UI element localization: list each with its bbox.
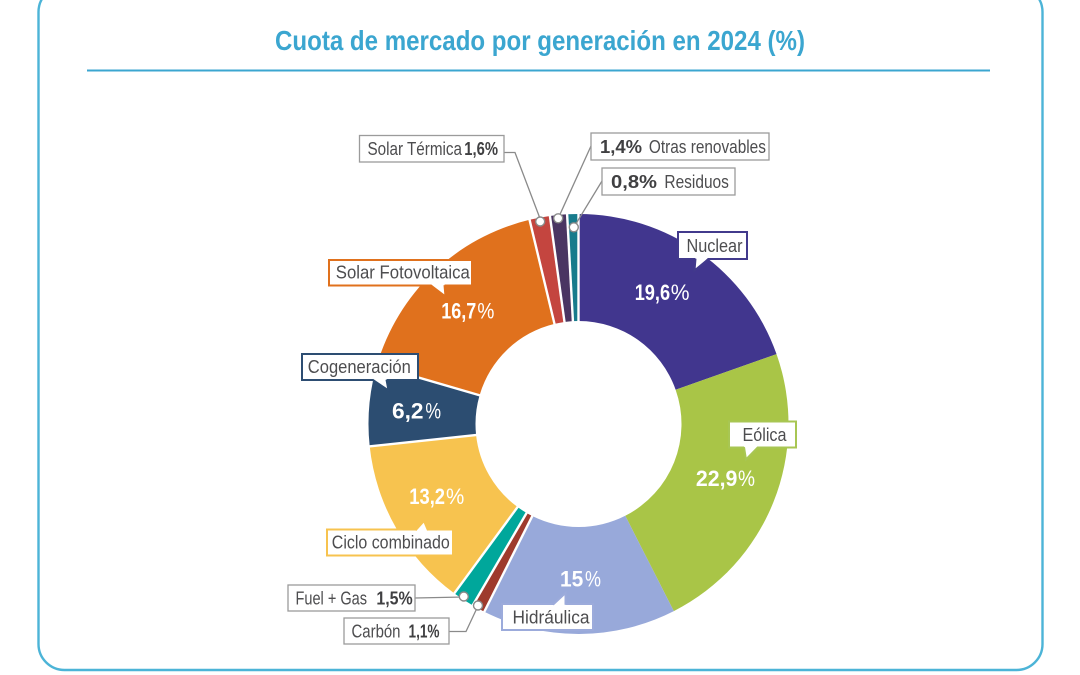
svg-text:%: % [446, 484, 464, 509]
svg-text:1,5%: 1,5% [376, 589, 412, 609]
svg-text:1,6%: 1,6% [464, 139, 498, 159]
svg-text:1,4%: 1,4% [600, 137, 642, 157]
svg-text:15: 15 [560, 567, 583, 592]
svg-text:%: % [671, 280, 690, 305]
svg-text:%: % [738, 466, 755, 491]
svg-text:6,2: 6,2 [392, 399, 424, 424]
svg-text:Solar Fotovoltaica: Solar Fotovoltaica [336, 263, 471, 283]
svg-text:13,2: 13,2 [409, 484, 445, 509]
svg-text:%: % [425, 399, 441, 424]
svg-text:Otras renovables: Otras renovables [649, 137, 766, 157]
svg-text:0,8%: 0,8% [611, 172, 657, 192]
svg-text:Fuel + Gas: Fuel + Gas [296, 589, 368, 609]
svg-text:19,6: 19,6 [635, 280, 670, 305]
svg-text:%: % [477, 299, 494, 324]
svg-text:Hidráulica: Hidráulica [513, 608, 591, 628]
svg-text:Solar Térmica: Solar Térmica [368, 139, 463, 159]
svg-text:%: % [585, 567, 601, 592]
svg-text:Carbón: Carbón [352, 622, 401, 642]
svg-text:Cogeneración: Cogeneración [308, 357, 411, 377]
svg-text:Cuota de mercado por generació: Cuota de mercado por generación en 2024 … [275, 25, 805, 56]
svg-text:16,7: 16,7 [441, 299, 476, 324]
svg-text:1,1%: 1,1% [409, 622, 440, 642]
svg-text:Eólica: Eólica [743, 425, 788, 445]
svg-text:Residuos: Residuos [664, 172, 729, 192]
svg-text:Ciclo combinado: Ciclo combinado [332, 533, 450, 553]
svg-text:22,9: 22,9 [696, 466, 738, 491]
svg-text:Nuclear: Nuclear [687, 236, 743, 256]
